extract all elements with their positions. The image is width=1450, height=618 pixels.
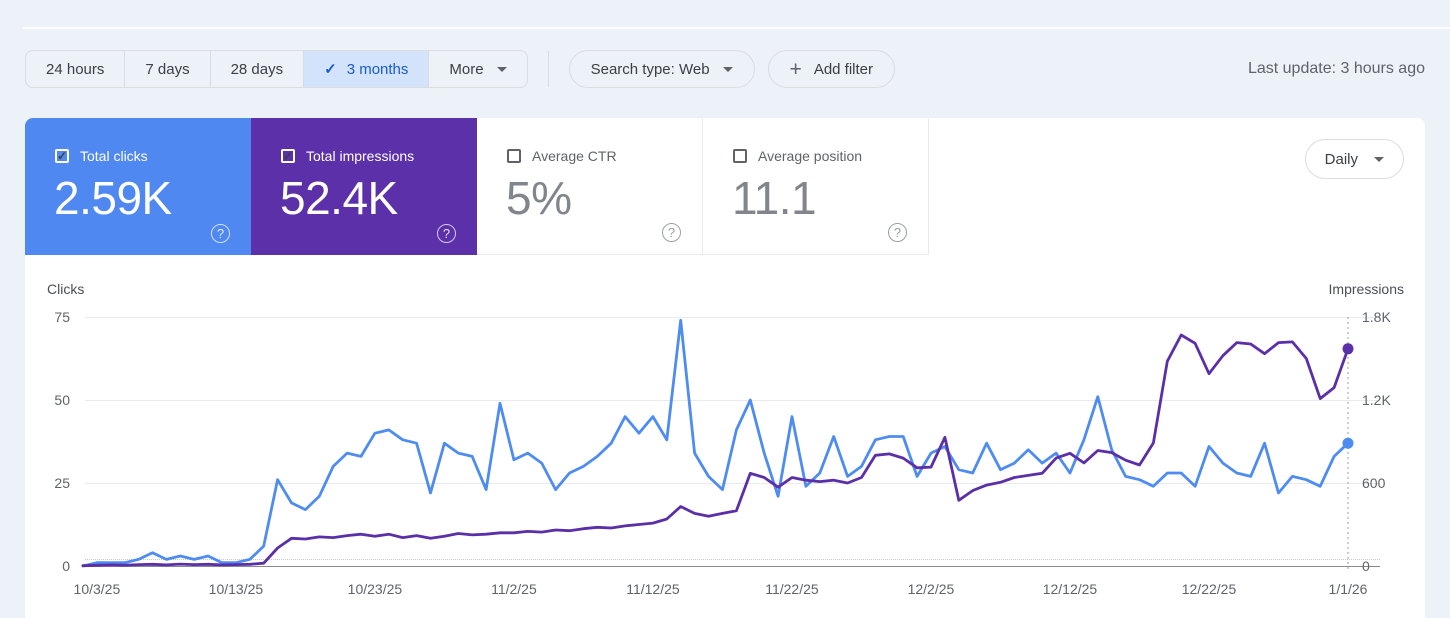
- impressions-line-series: [81, 333, 1350, 568]
- left-tick-label: 0: [62, 558, 70, 574]
- x-tick-label: 10/13/25: [208, 581, 264, 597]
- help-icon[interactable]: ?: [888, 223, 907, 242]
- range-3-months[interactable]: ✓ 3 months: [303, 51, 429, 87]
- search-type-label: Search type: Web: [590, 60, 710, 78]
- total-clicks-card[interactable]: ✓ Total clicks 2.59K ?: [25, 118, 251, 255]
- more-label: More: [449, 60, 484, 78]
- help-icon[interactable]: ?: [211, 224, 230, 243]
- total-clicks-value: 2.59K: [54, 172, 172, 224]
- range-label: 24 hours: [46, 60, 105, 78]
- average-ctr-value: 5%: [506, 172, 572, 224]
- right-tick-label: 600: [1362, 475, 1386, 491]
- left-axis-title: Clicks: [47, 281, 85, 297]
- x-tick-label: 11/22/25: [765, 581, 819, 597]
- total-impressions-card[interactable]: ✓ Total impressions 52.4K ?: [251, 118, 477, 255]
- checkbox-average-position[interactable]: [733, 149, 747, 163]
- average-ctr-card[interactable]: Average CTR 5% ?: [477, 118, 703, 255]
- granularity-dropdown[interactable]: Daily: [1304, 139, 1404, 179]
- right-tick-label: 1.2K: [1362, 392, 1391, 408]
- top-divider: [23, 27, 1450, 29]
- range-24-hours[interactable]: 24 hours: [26, 51, 124, 87]
- check-icon: ✓: [324, 61, 337, 78]
- granularity-label: Daily: [1324, 150, 1358, 168]
- x-tick-label: 12/2/25: [907, 581, 955, 597]
- help-icon[interactable]: ?: [662, 223, 681, 242]
- last-update-text: Last update: 3 hours ago: [1247, 60, 1425, 77]
- checkbox-total-clicks[interactable]: ✓: [55, 149, 69, 163]
- x-tick-label: 10/23/25: [347, 581, 403, 597]
- performance-chart: Clicks Impressions 75 50 25 0 1.8K 1.2K 600 0 …: [25, 255, 1425, 618]
- chart-series-plot[interactable]: [81, 317, 1355, 572]
- range-more-button[interactable]: More: [428, 51, 526, 87]
- x-tick-label: 11/12/25: [626, 581, 680, 597]
- date-range-group: 24 hours 7 days 28 days ✓ 3 months More: [25, 50, 528, 88]
- x-tick-label: 12/22/25: [1181, 581, 1237, 597]
- performance-panel: ✓ Total clicks 2.59K ? ✓ Total impressio…: [25, 118, 1425, 618]
- range-label: 7 days: [145, 60, 190, 78]
- add-filter-button[interactable]: + Add filter: [767, 50, 896, 88]
- clicks-line-series: [81, 318, 1350, 568]
- left-tick-label: 75: [54, 309, 70, 325]
- total-impressions-value: 52.4K: [280, 172, 398, 224]
- clicks-last-point-dot: [1342, 437, 1354, 449]
- gridline: [85, 317, 1380, 318]
- metric-cards-row: ✓ Total clicks 2.59K ? ✓ Total impressio…: [25, 118, 929, 255]
- range-28-days[interactable]: 28 days: [209, 51, 304, 87]
- card-label: Average CTR: [532, 148, 617, 164]
- average-position-value: 11.1: [732, 172, 817, 224]
- right-tick-label: 1.8K: [1362, 309, 1391, 325]
- chevron-down-icon: [1374, 156, 1384, 162]
- gridline: [85, 400, 1380, 401]
- x-axis-line: [85, 566, 1380, 567]
- help-icon[interactable]: ?: [437, 224, 456, 243]
- add-filter-label: Add filter: [813, 60, 874, 78]
- x-tick-label: 12/12/25: [1042, 581, 1098, 597]
- gridline-dotted: [85, 559, 1380, 560]
- card-label: Average position: [758, 148, 863, 164]
- chevron-down-icon: [496, 66, 507, 72]
- card-label: Total impressions: [306, 148, 415, 164]
- impressions-last-point-dot: [1342, 343, 1354, 355]
- checkbox-total-impressions[interactable]: ✓: [281, 149, 295, 163]
- x-tick-label: 1/1/26: [1328, 581, 1368, 597]
- x-tick-label: 10/3/25: [73, 581, 121, 597]
- checkbox-average-ctr[interactable]: [507, 149, 521, 163]
- search-type-dropdown[interactable]: Search type: Web: [568, 50, 755, 88]
- plus-icon: +: [789, 57, 802, 81]
- x-tick-label: 11/2/25: [491, 581, 537, 597]
- right-axis-title: Impressions: [1328, 281, 1404, 297]
- range-label: 3 months: [346, 60, 409, 78]
- left-tick-label: 25: [54, 475, 70, 491]
- left-tick-label: 50: [54, 392, 70, 408]
- filter-toolbar: 24 hours 7 days 28 days ✓ 3 months More …: [25, 50, 1425, 88]
- gridline: [85, 483, 1380, 484]
- range-label: 28 days: [230, 60, 284, 78]
- card-label: Total clicks: [80, 148, 148, 164]
- chevron-down-icon: [722, 66, 733, 72]
- right-tick-label: 0: [1362, 558, 1370, 574]
- average-position-card[interactable]: Average position 11.1 ?: [703, 118, 929, 255]
- toolbar-divider: [547, 51, 549, 87]
- range-7-days[interactable]: 7 days: [124, 51, 209, 87]
